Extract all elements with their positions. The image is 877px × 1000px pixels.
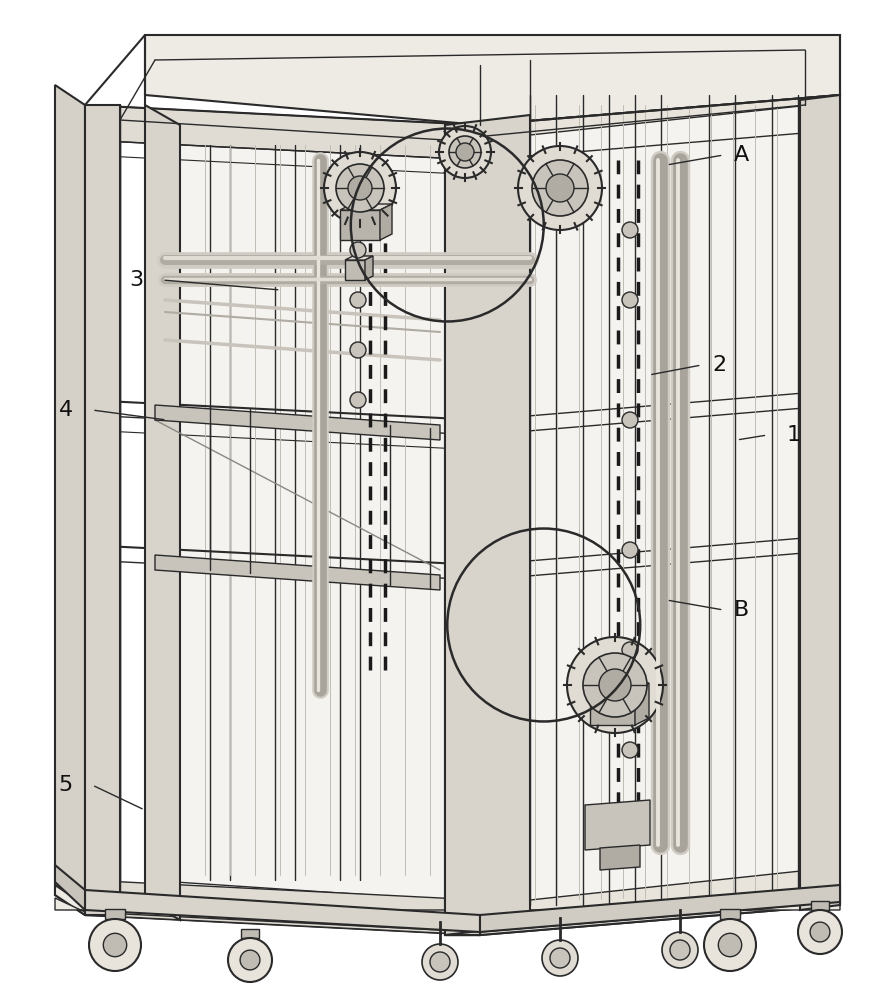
Polygon shape: [340, 210, 380, 240]
Polygon shape: [345, 256, 373, 260]
Polygon shape: [340, 204, 392, 210]
Circle shape: [542, 940, 578, 976]
Polygon shape: [811, 901, 829, 910]
Polygon shape: [55, 865, 85, 910]
Circle shape: [348, 176, 372, 200]
Polygon shape: [85, 105, 480, 160]
Polygon shape: [600, 845, 640, 870]
Circle shape: [456, 143, 474, 161]
Polygon shape: [800, 95, 840, 910]
Text: 2: 2: [712, 355, 726, 375]
Polygon shape: [590, 683, 649, 690]
Circle shape: [622, 542, 638, 558]
Text: 4: 4: [59, 400, 73, 420]
Circle shape: [622, 292, 638, 308]
Text: 1: 1: [787, 425, 801, 445]
Polygon shape: [155, 405, 440, 440]
Circle shape: [430, 952, 450, 972]
Circle shape: [622, 642, 638, 658]
Circle shape: [350, 392, 366, 408]
Circle shape: [546, 174, 574, 202]
Text: A: A: [733, 145, 749, 165]
Circle shape: [810, 922, 830, 942]
Polygon shape: [55, 885, 840, 935]
Text: 5: 5: [59, 775, 73, 795]
Polygon shape: [380, 204, 392, 240]
Text: B: B: [733, 600, 749, 620]
Polygon shape: [590, 690, 635, 725]
Polygon shape: [530, 105, 810, 900]
Polygon shape: [445, 125, 480, 935]
Circle shape: [704, 919, 756, 971]
Circle shape: [622, 412, 638, 428]
Circle shape: [622, 742, 638, 758]
Polygon shape: [85, 105, 120, 915]
Circle shape: [518, 146, 602, 230]
Circle shape: [350, 292, 366, 308]
Polygon shape: [480, 885, 840, 932]
Circle shape: [798, 910, 842, 954]
Circle shape: [532, 160, 588, 216]
Polygon shape: [55, 85, 85, 915]
Polygon shape: [155, 555, 440, 590]
Circle shape: [103, 933, 126, 957]
Polygon shape: [145, 105, 180, 920]
Polygon shape: [85, 105, 120, 915]
Polygon shape: [445, 125, 480, 935]
Circle shape: [599, 669, 631, 701]
Circle shape: [670, 940, 690, 960]
Circle shape: [718, 933, 742, 957]
Polygon shape: [585, 800, 650, 850]
Polygon shape: [145, 35, 840, 125]
Circle shape: [583, 653, 647, 717]
Circle shape: [228, 938, 272, 982]
Circle shape: [567, 637, 663, 733]
Polygon shape: [55, 898, 840, 932]
Polygon shape: [365, 256, 373, 280]
Circle shape: [336, 164, 384, 212]
Polygon shape: [635, 683, 649, 725]
Circle shape: [324, 152, 396, 224]
Circle shape: [89, 919, 141, 971]
Polygon shape: [85, 890, 480, 932]
Polygon shape: [104, 909, 125, 919]
Polygon shape: [85, 880, 480, 935]
Circle shape: [422, 944, 458, 980]
Polygon shape: [345, 260, 365, 280]
Text: 3: 3: [129, 270, 143, 290]
Circle shape: [550, 948, 570, 968]
Polygon shape: [480, 95, 840, 935]
Circle shape: [622, 222, 638, 238]
Polygon shape: [241, 929, 259, 938]
Polygon shape: [720, 909, 740, 919]
Circle shape: [439, 126, 491, 178]
Polygon shape: [445, 115, 530, 935]
Circle shape: [350, 242, 366, 258]
Circle shape: [350, 342, 366, 358]
Polygon shape: [145, 125, 445, 900]
Circle shape: [449, 136, 481, 168]
Circle shape: [240, 950, 260, 970]
Circle shape: [662, 932, 698, 968]
